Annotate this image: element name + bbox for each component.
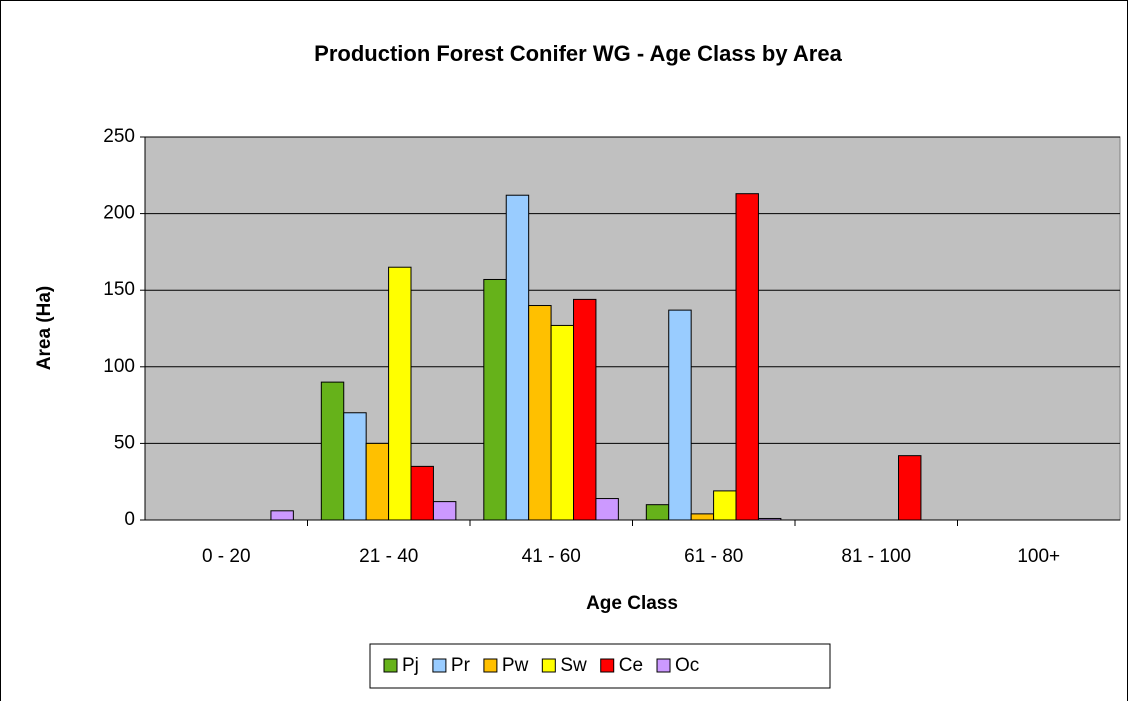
bar bbox=[690, 513, 715, 521]
plot-area bbox=[144, 136, 1121, 521]
bar bbox=[483, 278, 507, 521]
bar bbox=[668, 309, 692, 521]
bar bbox=[757, 517, 782, 521]
y-tick-label: 200 bbox=[103, 203, 135, 224]
x-tick-label: 61 - 80 bbox=[684, 546, 743, 567]
x-tick-label: 100+ bbox=[1017, 546, 1060, 567]
chart-title: Production Forest Conifer WG - Age Class… bbox=[314, 41, 842, 66]
bar bbox=[645, 504, 670, 521]
bar bbox=[410, 465, 434, 521]
bar bbox=[343, 412, 367, 521]
legend-swatch bbox=[600, 658, 615, 673]
x-tick-label: 81 - 100 bbox=[841, 546, 911, 567]
x-tick-label: 0 - 20 bbox=[202, 546, 251, 567]
bar bbox=[550, 324, 575, 521]
bar bbox=[735, 193, 759, 521]
y-tick-label: 50 bbox=[114, 432, 135, 453]
legend-label: Pj bbox=[402, 655, 419, 676]
bar bbox=[388, 266, 412, 521]
bar bbox=[595, 498, 619, 521]
y-tick-label: 250 bbox=[103, 126, 135, 147]
legend-label: Oc bbox=[675, 655, 699, 676]
legend-swatch bbox=[541, 658, 556, 673]
bar bbox=[573, 298, 597, 521]
y-axis-title: Area (Ha) bbox=[34, 286, 55, 370]
legend-swatch bbox=[432, 658, 447, 673]
x-tick-label: 21 - 40 bbox=[359, 546, 418, 567]
bar bbox=[505, 194, 530, 521]
legend bbox=[369, 643, 831, 689]
bar bbox=[270, 510, 294, 521]
legend-swatch bbox=[383, 658, 398, 673]
legend-swatch bbox=[656, 658, 671, 673]
bar bbox=[898, 455, 922, 521]
legend-swatch bbox=[483, 658, 498, 673]
y-tick-label: 0 bbox=[124, 509, 135, 530]
x-axis-title: Age Class bbox=[586, 593, 678, 614]
x-tick-label: 41 - 60 bbox=[522, 546, 581, 567]
bar bbox=[713, 490, 737, 521]
bar bbox=[365, 442, 390, 521]
legend-label: Pw bbox=[502, 655, 529, 676]
y-tick-label: 100 bbox=[103, 356, 135, 377]
legend-label: Pr bbox=[451, 655, 471, 676]
bar bbox=[320, 381, 345, 521]
y-tick-label: 150 bbox=[103, 279, 135, 300]
bar bbox=[528, 305, 552, 521]
bar bbox=[432, 501, 457, 521]
legend-label: Sw bbox=[560, 655, 587, 676]
legend-label: Ce bbox=[619, 655, 643, 676]
